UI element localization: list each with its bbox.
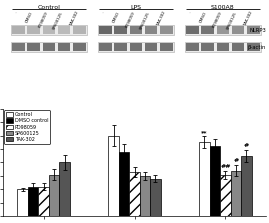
Text: TAK-302: TAK-302 [156, 11, 167, 27]
FancyBboxPatch shape [11, 42, 87, 52]
Bar [150, 179, 161, 216]
Bar [114, 26, 127, 34]
FancyBboxPatch shape [11, 25, 87, 35]
Bar [160, 26, 173, 34]
Text: #: # [233, 158, 239, 163]
Bar [130, 43, 142, 51]
FancyBboxPatch shape [185, 42, 260, 52]
Bar [217, 43, 229, 51]
Bar [73, 43, 86, 51]
Bar [108, 136, 119, 216]
Legend: Control, DMSO control, PD98059, SP600125, TAK-302: Control, DMSO control, PD98059, SP600125… [4, 110, 50, 144]
Text: DMSO: DMSO [25, 11, 34, 23]
Text: DMSO: DMSO [112, 11, 121, 23]
Bar [12, 26, 24, 34]
Text: #: # [244, 143, 249, 148]
Bar [43, 43, 55, 51]
Bar [38, 187, 49, 216]
Bar [247, 43, 260, 51]
Bar [17, 189, 28, 216]
Bar [232, 43, 244, 51]
Text: -: - [14, 11, 18, 14]
Bar [210, 146, 220, 216]
Bar [145, 26, 157, 34]
Bar [231, 171, 241, 216]
Text: TAK-302: TAK-302 [69, 11, 79, 27]
Text: SP600125: SP600125 [52, 11, 64, 30]
Bar [129, 172, 140, 216]
Text: -: - [188, 11, 192, 14]
Bar [59, 163, 70, 216]
Bar [119, 152, 129, 216]
Text: SP600125: SP600125 [226, 11, 238, 30]
Text: β-actin: β-actin [247, 45, 266, 50]
FancyBboxPatch shape [185, 25, 260, 35]
Bar [160, 43, 173, 51]
Bar [28, 187, 38, 216]
Text: Control: Control [37, 5, 60, 10]
Bar [186, 43, 199, 51]
Bar [27, 43, 40, 51]
Bar [12, 43, 24, 51]
FancyBboxPatch shape [98, 42, 174, 52]
Bar [114, 43, 127, 51]
Bar [130, 26, 142, 34]
Bar [241, 156, 252, 216]
Bar [58, 26, 70, 34]
Bar [201, 26, 214, 34]
Bar [247, 26, 260, 34]
Bar [49, 175, 59, 216]
Bar [43, 26, 55, 34]
Bar [27, 26, 40, 34]
Text: LPS: LPS [130, 5, 141, 10]
Bar [73, 26, 86, 34]
FancyBboxPatch shape [98, 25, 174, 35]
Text: **: ** [201, 130, 208, 135]
Text: -: - [101, 11, 105, 14]
Bar [145, 43, 157, 51]
Text: S100A8: S100A8 [211, 5, 235, 10]
Bar [99, 26, 112, 34]
Bar [58, 43, 70, 51]
Text: SP600125: SP600125 [139, 11, 151, 30]
Text: DMSO: DMSO [199, 11, 207, 23]
Bar [217, 26, 229, 34]
Text: NLRP3: NLRP3 [249, 28, 266, 33]
Text: PD98059: PD98059 [125, 11, 136, 29]
Text: PD98059: PD98059 [212, 11, 223, 29]
Bar [99, 43, 112, 51]
Bar [186, 26, 199, 34]
Bar [199, 142, 210, 216]
Text: PD98059: PD98059 [38, 11, 49, 29]
Bar [220, 175, 231, 216]
Text: TAK-302: TAK-302 [243, 11, 253, 27]
Bar [140, 176, 150, 216]
Text: ##: ## [220, 164, 231, 169]
Bar [201, 43, 214, 51]
Bar [232, 26, 244, 34]
